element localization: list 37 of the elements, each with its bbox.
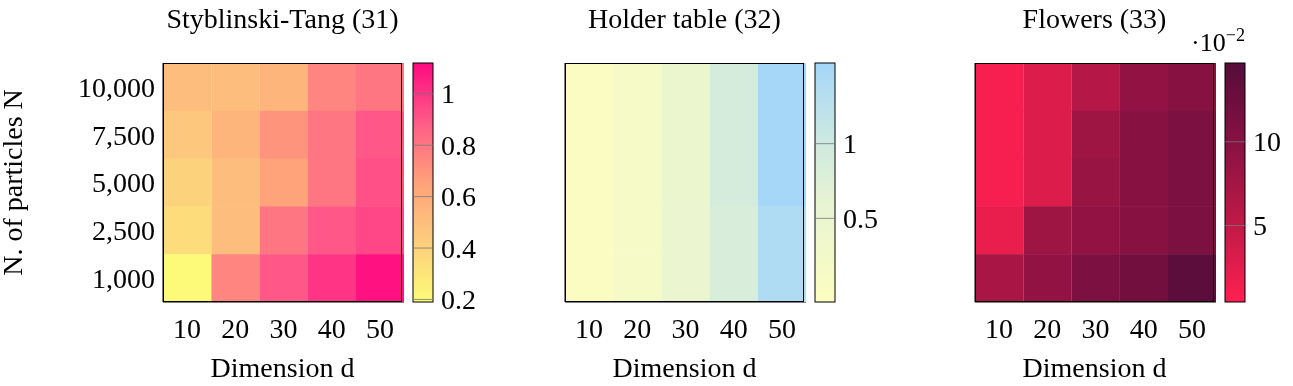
x-axis-title: Dimension d xyxy=(612,352,757,383)
color-bar-label: 5 xyxy=(1253,210,1267,242)
color-bar-label: 10 xyxy=(1253,126,1281,158)
color-bar-label: 1 xyxy=(843,128,857,160)
x-tick-label: 30 xyxy=(1081,312,1110,344)
x-tick-label: 30 xyxy=(671,312,700,344)
chart-title: Holder table (32) xyxy=(588,3,781,34)
x-tick-label: 10 xyxy=(985,312,1014,344)
y-tick-label: 5,000 xyxy=(92,167,155,199)
x-tick-label: 50 xyxy=(365,312,394,344)
x-tick-label: 20 xyxy=(1033,312,1062,344)
color-bar-label: 0.2 xyxy=(441,283,476,315)
color-bar-label: 1 xyxy=(441,78,455,110)
x-tick-label: 20 xyxy=(623,312,652,344)
color-bar-label: 0.5 xyxy=(843,202,878,234)
x-tick-label: 40 xyxy=(719,312,748,344)
y-axis-title: N. of particles N xyxy=(0,89,28,276)
y-tick-label: 1,000 xyxy=(92,263,155,295)
color-bar-label: 0.8 xyxy=(441,129,476,161)
x-axis-title: Dimension d xyxy=(1022,352,1167,383)
x-tick-label: 20 xyxy=(221,312,250,344)
y-tick-label: 10,000 xyxy=(78,71,155,103)
x-tick-label: 50 xyxy=(767,312,796,344)
x-tick-label: 30 xyxy=(269,312,298,344)
color-bar-title: ·10$^{−2}$ xyxy=(1190,25,1245,57)
x-tick-label: 40 xyxy=(1129,312,1158,344)
chart-title: Flowers (33) xyxy=(1022,3,1167,34)
y-tick-label: 7,500 xyxy=(92,119,155,151)
x-tick-label: 40 xyxy=(317,312,346,344)
x-tick-label: 10 xyxy=(575,312,604,344)
y-tick-label: 2,500 xyxy=(92,215,155,247)
x-axis-title: Dimension d xyxy=(210,352,355,383)
x-tick-label: 10 xyxy=(173,312,202,344)
x-tick-label: 50 xyxy=(1177,312,1206,344)
color-bar-label: 0.4 xyxy=(441,232,476,264)
color-bar-label: 0.6 xyxy=(441,181,476,213)
chart-title: Styblinski-Tang (31) xyxy=(166,3,399,34)
